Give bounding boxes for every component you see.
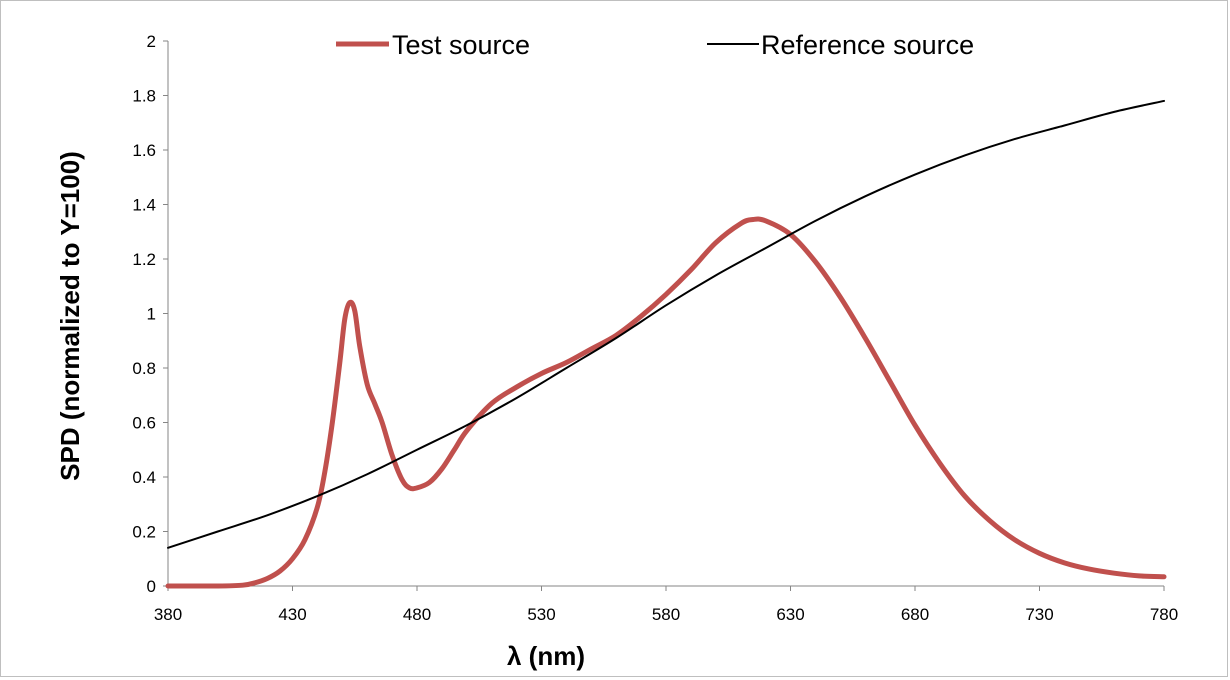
series-line-test-source	[165, 216, 1167, 589]
legend-label-reference-source: Reference source	[761, 30, 974, 60]
series-layer	[165, 99, 1167, 589]
y-tick-label: 2	[147, 32, 156, 51]
y-tick-label: 0.6	[132, 414, 156, 433]
legend: Test source Reference source	[336, 30, 974, 60]
series-line-reference-source	[167, 99, 1165, 549]
x-tick-label: 380	[154, 605, 182, 624]
y-tick-label: 1.6	[132, 141, 156, 160]
x-axis-ticks: 380 430 480 530 580 630 680 730 780	[154, 586, 1178, 624]
y-tick-label: 1.2	[132, 250, 156, 269]
x-tick-label: 580	[652, 605, 680, 624]
y-tick-label: 0.4	[132, 468, 156, 487]
x-tick-label: 480	[403, 605, 431, 624]
x-tick-label: 780	[1150, 605, 1178, 624]
y-tick-label: 1.8	[132, 87, 156, 106]
y-tick-label: 1.4	[132, 196, 156, 215]
y-tick-label: 1	[147, 305, 156, 324]
x-tick-label: 530	[527, 605, 555, 624]
legend-label-test-source: Test source	[392, 30, 530, 60]
y-axis-ticks: 0 0.2 0.4 0.6 0.8 1 1.2 1.4 1.6 1.8 2	[132, 32, 168, 596]
y-tick-label: 0	[147, 577, 156, 596]
x-tick-label: 730	[1025, 605, 1053, 624]
y-tick-label: 0.8	[132, 359, 156, 378]
x-tick-label: 630	[776, 605, 804, 624]
x-tick-label: 430	[278, 605, 306, 624]
x-tick-label: 680	[901, 605, 929, 624]
y-tick-label: 0.2	[132, 523, 156, 542]
y-axis-title: SPD (normalized to Y=100)	[55, 151, 85, 481]
x-axis-title: λ (nm)	[507, 641, 585, 671]
